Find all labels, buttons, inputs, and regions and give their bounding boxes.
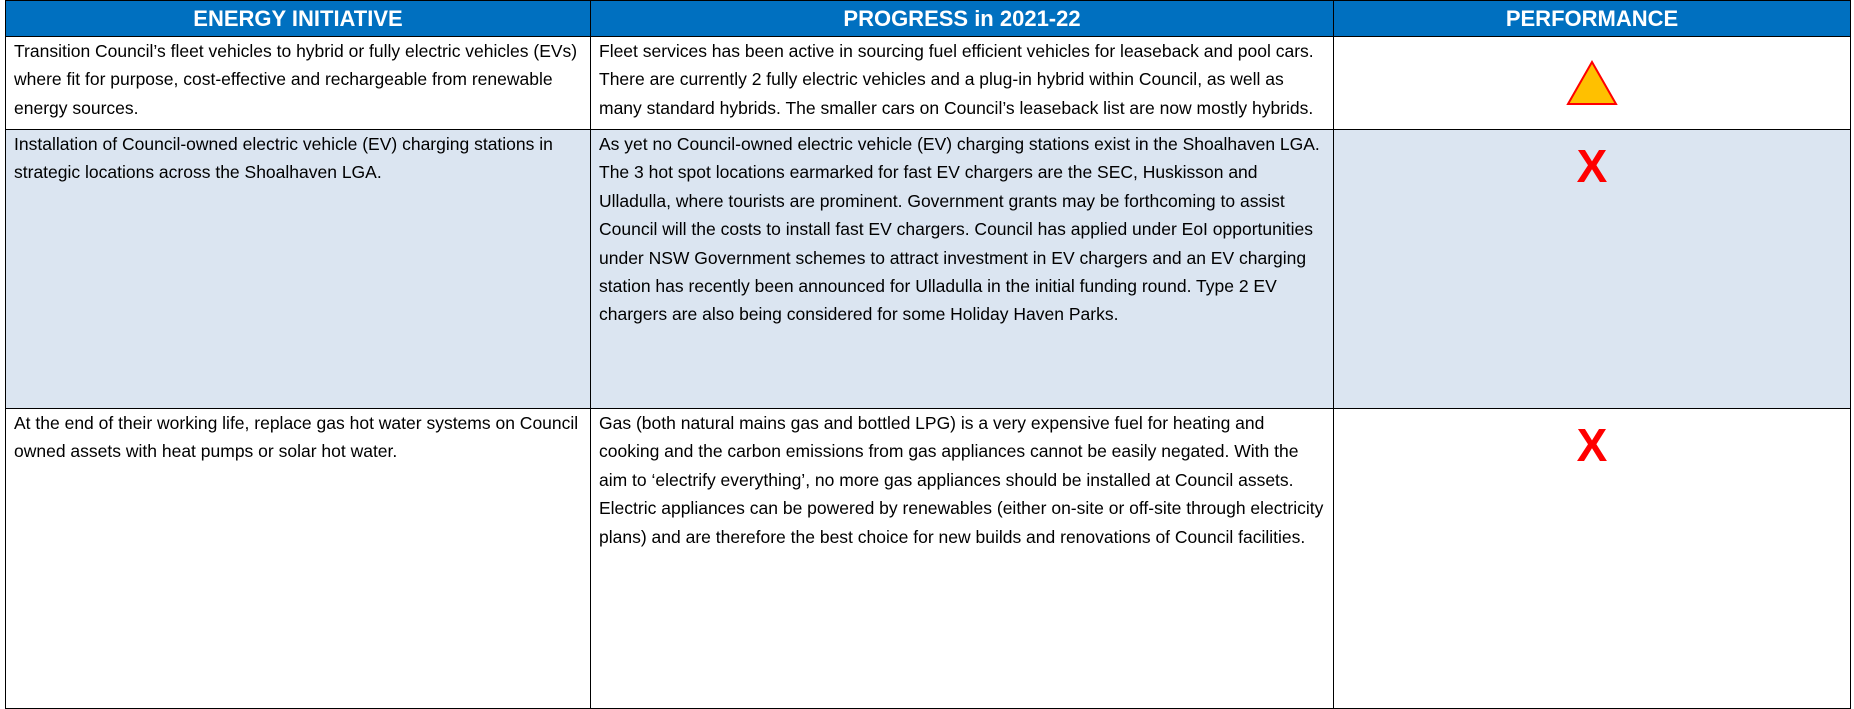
warning-triangle xyxy=(1566,59,1618,105)
progress-cell: Fleet services has been active in sourci… xyxy=(590,36,1334,130)
progress-cell: Gas (both natural mains gas and bottled … xyxy=(590,408,1334,709)
performance-cell: X xyxy=(1333,129,1851,409)
header-cell: PERFORMANCE xyxy=(1333,0,1851,37)
header-row: ENERGY INITIATIVE PROGRESS in 2021-22 PE… xyxy=(5,0,1851,37)
row: Installation of Council-owned electric v… xyxy=(5,129,1851,409)
fail-mark: X xyxy=(1576,140,1608,192)
row: Transition Council’s fleet vehicles to h… xyxy=(5,36,1851,130)
energy-table: ENERGY INITIATIVE PROGRESS in 2021-22 PE… xyxy=(5,0,1851,709)
initiative-cell: Transition Council’s fleet vehicles to h… xyxy=(5,36,591,130)
initiative-cell: Installation of Council-owned electric v… xyxy=(5,129,591,409)
performance-cell: X xyxy=(1333,408,1851,709)
initiative-cell: At the end of their working life, replac… xyxy=(5,408,591,709)
row: At the end of their working life, replac… xyxy=(5,408,1851,709)
performance-cell xyxy=(1333,36,1851,130)
header-cell: ENERGY INITIATIVE xyxy=(5,0,591,37)
fail-mark: X xyxy=(1576,419,1608,471)
header-cell: PROGRESS in 2021-22 xyxy=(590,0,1334,37)
progress-cell: As yet no Council-owned electric vehicle… xyxy=(590,129,1334,409)
